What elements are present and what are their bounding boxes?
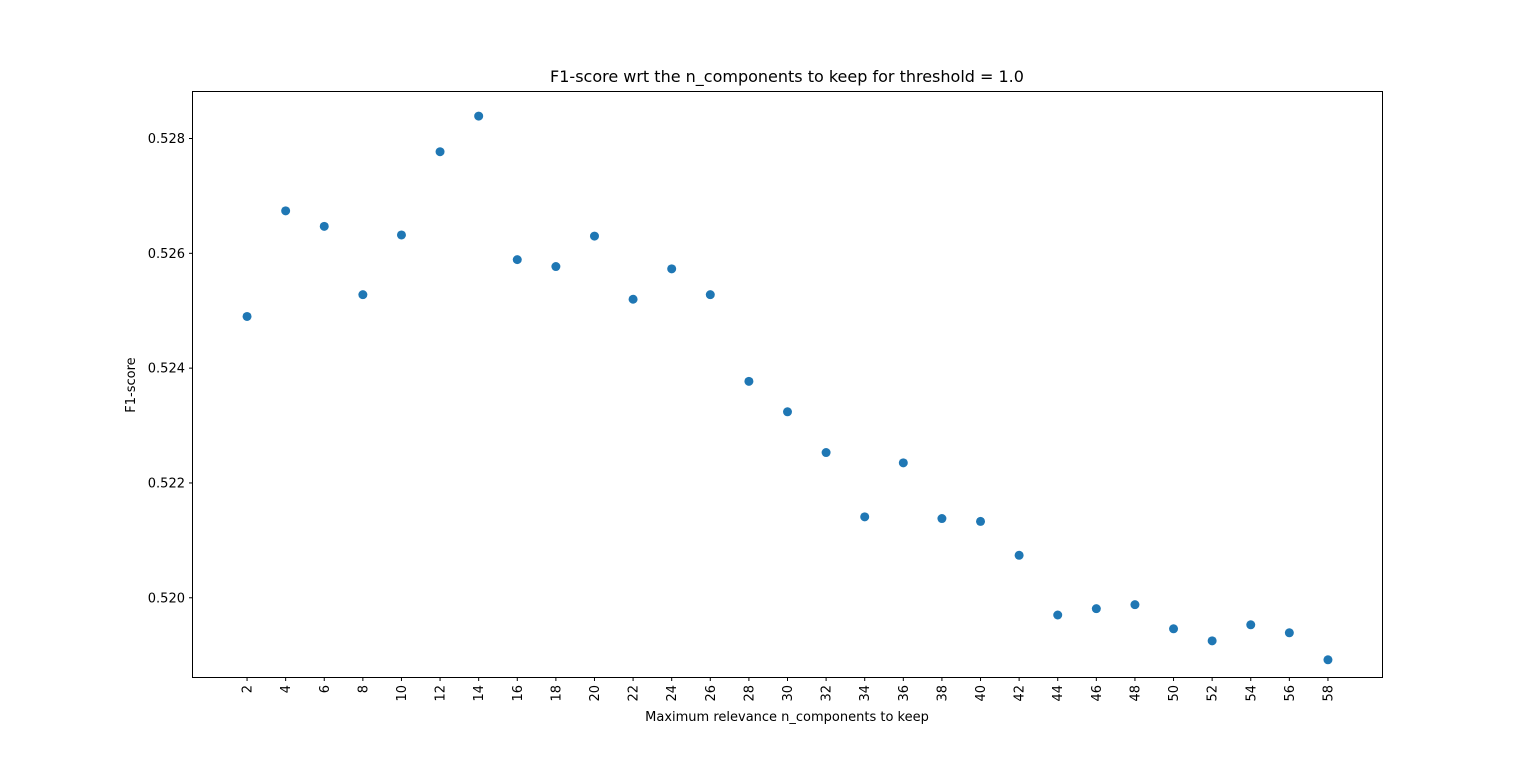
data-point <box>512 255 522 265</box>
x-tick-label: 52 <box>1206 685 1221 702</box>
data-point <box>1207 636 1217 646</box>
data-point <box>474 111 484 121</box>
data-point <box>589 231 599 241</box>
data-point <box>1130 600 1140 610</box>
data-point <box>705 290 715 300</box>
x-tick-label: 10 <box>395 685 410 702</box>
x-tick-label: 34 <box>858 685 873 702</box>
y-axis-label: F1-score <box>124 357 139 412</box>
x-tick-label: 22 <box>627 685 642 702</box>
data-point <box>783 407 792 417</box>
data-point <box>937 514 947 524</box>
data-point <box>1323 655 1333 665</box>
data-point <box>358 290 368 300</box>
data-point <box>396 230 406 240</box>
x-tick-label: 28 <box>742 685 757 702</box>
x-tick-label: 32 <box>820 685 835 702</box>
x-tick-label: 42 <box>1013 685 1028 702</box>
data-point <box>744 376 754 386</box>
data-point <box>1169 624 1179 634</box>
x-tick-label: 48 <box>1128 685 1143 702</box>
y-tick-label: 0.528 <box>148 132 185 147</box>
data-point <box>242 311 252 321</box>
chart-title: F1-score wrt the n_components to keep fo… <box>550 67 1024 87</box>
x-axis-label: Maximum relevance n_components to keep <box>645 710 929 725</box>
y-tick-label: 0.520 <box>148 591 185 606</box>
x-axis-ticks: 2 4 6 8 10 12 14 16 18 20 22 24 26 28 30 32 34 36 38 40 42 44… <box>241 677 1336 702</box>
x-tick-label: 16 <box>511 685 526 702</box>
x-tick-label: 50 <box>1167 685 1182 702</box>
x-tick-label: 18 <box>549 685 564 702</box>
data-point <box>628 294 638 304</box>
y-tick-label: 0.522 <box>148 476 185 491</box>
data-point <box>319 221 329 231</box>
data-point <box>1091 604 1101 614</box>
x-tick-label: 36 <box>897 685 912 702</box>
x-tick-label: 56 <box>1283 685 1298 702</box>
x-tick-label: 40 <box>974 685 989 702</box>
data-point <box>1246 620 1256 630</box>
y-tick-label: 0.526 <box>148 247 185 262</box>
x-tick-label: 2 <box>241 685 256 693</box>
x-tick-label: 14 <box>472 685 487 702</box>
plot-area-frame <box>192 91 1383 678</box>
y-axis-ticks: 0.520 0.522 0.524 0.526 0.528 <box>148 132 193 606</box>
x-tick-label: 38 <box>935 685 950 702</box>
x-tick-label: 46 <box>1090 685 1105 702</box>
x-tick-label: 54 <box>1244 685 1259 702</box>
x-tick-label: 4 <box>279 685 294 693</box>
data-point <box>976 516 986 526</box>
x-tick-label: 20 <box>588 685 603 702</box>
x-tick-label: 24 <box>665 685 680 702</box>
x-tick-label: 6 <box>318 685 333 693</box>
data-point <box>281 206 291 216</box>
data-point <box>1053 610 1063 620</box>
data-point <box>1014 550 1024 560</box>
x-tick-label: 26 <box>704 685 719 702</box>
x-tick-label: 8 <box>356 685 371 693</box>
data-point <box>551 262 561 272</box>
data-points <box>242 111 1333 665</box>
y-tick-label: 0.524 <box>148 362 185 377</box>
data-point <box>860 512 870 522</box>
data-point <box>898 458 908 468</box>
data-point <box>667 264 677 274</box>
data-point <box>821 448 831 458</box>
data-point <box>1284 628 1294 638</box>
x-tick-label: 30 <box>781 685 796 702</box>
x-tick-label: 58 <box>1321 685 1336 702</box>
x-tick-label: 12 <box>434 685 449 702</box>
data-point <box>435 147 445 157</box>
x-tick-label: 44 <box>1051 685 1066 702</box>
